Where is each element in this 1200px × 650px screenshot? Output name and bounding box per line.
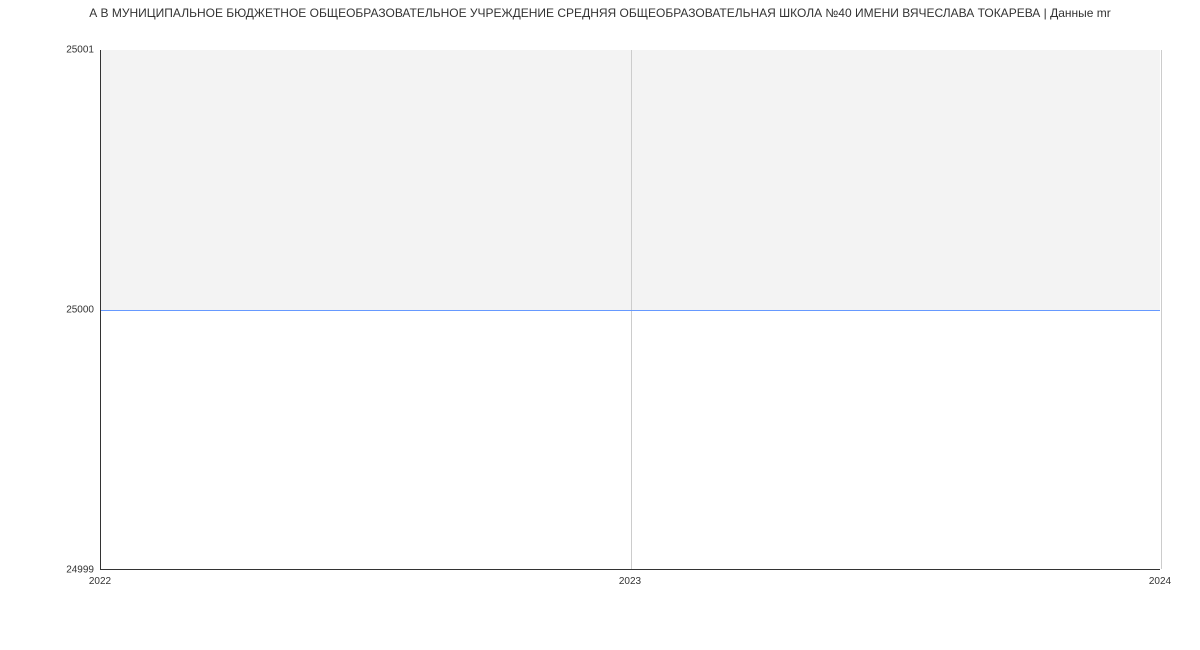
chart-title: А В МУНИЦИПАЛЬНОЕ БЮДЖЕТНОЕ ОБЩЕОБРАЗОВА… bbox=[0, 6, 1200, 20]
series-line bbox=[101, 310, 1160, 311]
plot-area bbox=[100, 50, 1160, 570]
vgrid-2024 bbox=[1161, 50, 1162, 569]
x-tick-2022: 2022 bbox=[89, 576, 111, 587]
y-tick-25000: 25000 bbox=[66, 305, 94, 316]
x-tick-2024: 2024 bbox=[1149, 576, 1171, 587]
y-tick-24999: 24999 bbox=[66, 565, 94, 576]
y-tick-25001: 25001 bbox=[66, 45, 94, 56]
x-tick-2023: 2023 bbox=[619, 576, 641, 587]
